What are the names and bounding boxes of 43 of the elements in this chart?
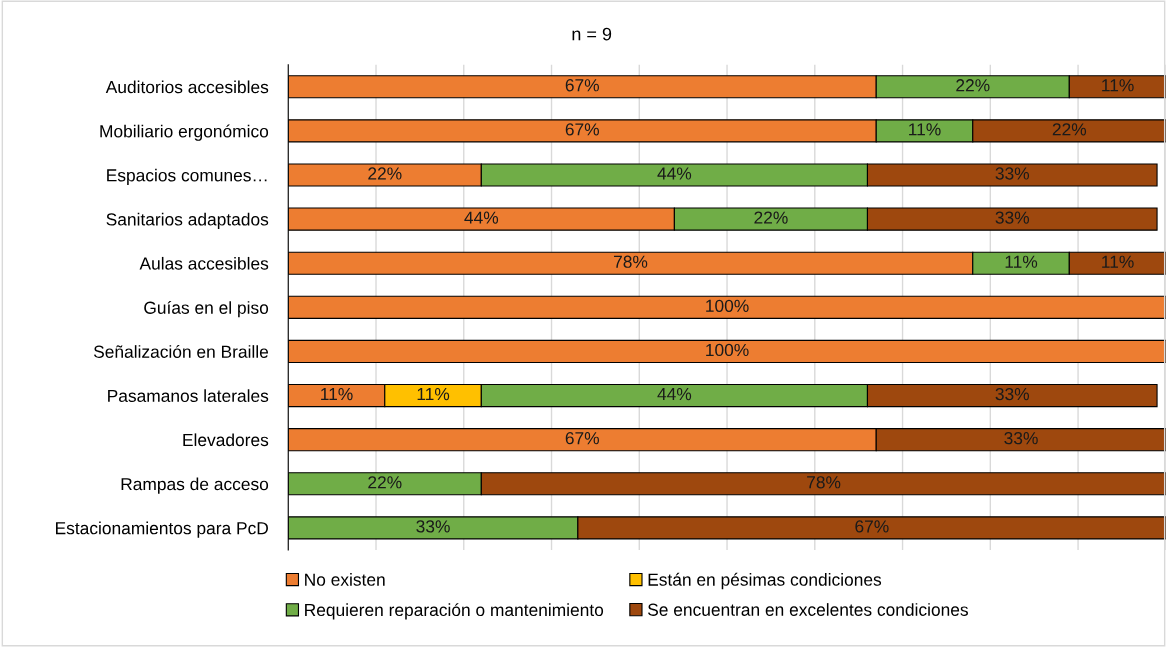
data-label: 100% <box>706 343 749 357</box>
y-tick-label: Rampas de acceso <box>121 477 269 494</box>
data-label: 11% <box>1102 79 1134 92</box>
data-label: 67% <box>565 432 599 445</box>
data-label: 67% <box>565 79 599 92</box>
data-label: 11% <box>909 123 941 136</box>
data-label: 22% <box>368 167 402 180</box>
data-label: 11% <box>1102 255 1134 268</box>
data-label: 22% <box>956 79 990 92</box>
y-tick-label: Sanitarios adaptados <box>106 212 269 229</box>
data-label: 44% <box>657 167 692 180</box>
data-label: 33% <box>995 167 1030 180</box>
data-label: 44% <box>464 211 499 224</box>
data-label: 33% <box>416 520 450 533</box>
y-tick-label: Pasamanos laterales <box>108 389 269 403</box>
data-label: 11% <box>1005 255 1038 268</box>
data-label: 67% <box>565 123 599 136</box>
data-label: 44% <box>657 387 692 401</box>
data-label: 11% <box>417 387 450 401</box>
y-tick-label: Espacios comunes… <box>107 168 267 185</box>
legend-label: Requieren reparación o mantenimiento <box>305 603 604 620</box>
legend-label: Se encuentran en excelentes condiciones <box>647 603 968 616</box>
data-label: 78% <box>807 476 841 489</box>
y-tick-label: Señalización en Braille <box>93 344 269 358</box>
data-label: 33% <box>995 387 1030 401</box>
y-tick-label: Elevadores <box>183 433 269 447</box>
y-tick-label: Auditorios accesibles <box>105 80 269 94</box>
y-tick-label: Estacionamientos para PcD <box>56 521 268 538</box>
data-label: 11% <box>321 387 353 401</box>
y-tick-label: Aulas accesibles <box>139 256 269 270</box>
chart-title: n = 9 <box>572 27 612 41</box>
data-label: 33% <box>1004 432 1038 445</box>
data-label: 22% <box>754 211 788 224</box>
y-tick-label: Mobiliario ergonómico <box>100 124 269 141</box>
legend-label: No existen <box>305 573 385 586</box>
data-label: 33% <box>995 211 1030 224</box>
data-label: 22% <box>1052 123 1087 136</box>
data-label: 78% <box>614 255 648 268</box>
y-tick-label: Guías en el piso <box>144 300 269 318</box>
data-label: 100% <box>706 299 749 312</box>
data-label: 22% <box>368 476 402 489</box>
data-label: 67% <box>855 520 889 533</box>
legend-label: Están en pésimas condiciones <box>648 572 882 590</box>
